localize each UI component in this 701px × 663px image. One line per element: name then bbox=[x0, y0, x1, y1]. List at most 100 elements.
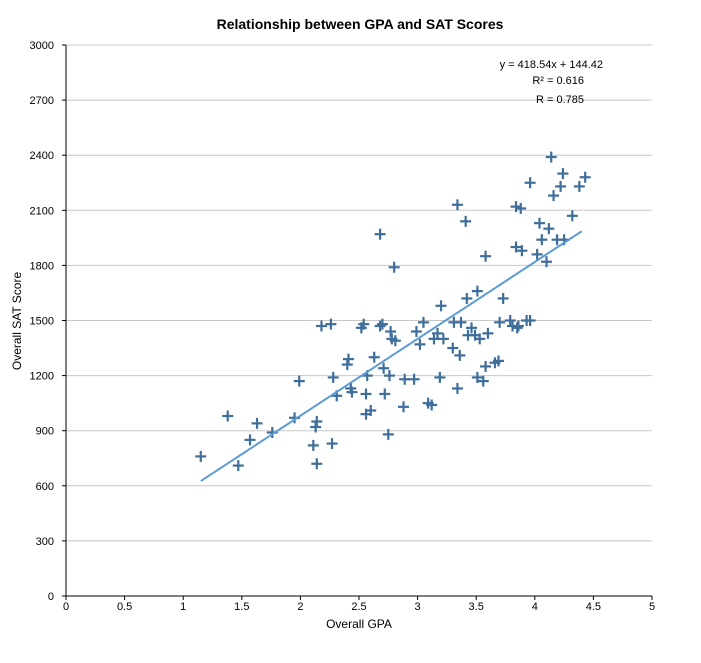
data-point-84 bbox=[524, 315, 536, 326]
data-point-86 bbox=[531, 248, 543, 260]
data-point-35 bbox=[383, 370, 395, 382]
data-point-27 bbox=[365, 404, 377, 416]
y-tick-label: 3000 bbox=[30, 40, 54, 52]
data-point-49 bbox=[432, 327, 444, 339]
chart-title: Relationship between GPA and SAT Scores bbox=[217, 16, 504, 32]
data-point-28 bbox=[368, 351, 380, 363]
data-point-21 bbox=[346, 386, 358, 398]
y-tick-label: 300 bbox=[36, 536, 54, 548]
x-tick-label: 0.5 bbox=[117, 601, 132, 613]
data-point-78 bbox=[510, 241, 522, 253]
y-tick-label: 1200 bbox=[30, 371, 54, 383]
x-axis-label: Overall GPA bbox=[326, 617, 392, 631]
y-tick-label: 1500 bbox=[30, 316, 54, 328]
y-tick-label: 2100 bbox=[30, 205, 54, 217]
data-point-67 bbox=[477, 375, 489, 387]
data-point-75 bbox=[504, 315, 516, 326]
data-point-90 bbox=[543, 223, 555, 235]
data-point-1 bbox=[195, 450, 207, 462]
y-axis-label: Overall SAT Score bbox=[10, 272, 24, 371]
data-point-97 bbox=[566, 210, 578, 222]
y-tick-label: 900 bbox=[36, 426, 54, 438]
data-point-87 bbox=[533, 217, 545, 229]
data-point-39 bbox=[389, 335, 401, 347]
data-point-42 bbox=[408, 373, 420, 385]
data-point-70 bbox=[482, 327, 494, 339]
data-point-24 bbox=[360, 388, 372, 400]
data-point-14 bbox=[325, 318, 337, 330]
data-point-82 bbox=[516, 245, 528, 257]
data-point-36 bbox=[385, 326, 397, 338]
data-point-16 bbox=[327, 371, 339, 383]
data-point-48 bbox=[428, 333, 440, 345]
data-point-53 bbox=[447, 342, 459, 354]
data-point-79 bbox=[511, 322, 523, 334]
data-point-94 bbox=[555, 180, 567, 192]
x-tick-label: 2 bbox=[297, 601, 303, 613]
data-point-69 bbox=[480, 360, 492, 372]
x-tick-label: 5 bbox=[649, 601, 655, 613]
data-point-3 bbox=[232, 460, 244, 472]
data-point-34 bbox=[382, 428, 394, 440]
x-tick-label: 1 bbox=[180, 601, 186, 613]
data-point-57 bbox=[454, 349, 466, 361]
x-tick-label: 0 bbox=[63, 601, 69, 613]
data-point-47 bbox=[426, 399, 438, 411]
data-point-64 bbox=[471, 371, 483, 383]
data-point-23 bbox=[358, 318, 370, 330]
y-axis-ticks: 0 300 600 900 1200 1500 1800 2100 2400 2700 3000 bbox=[30, 40, 66, 603]
data-point-99 bbox=[579, 171, 591, 183]
data-point-32 bbox=[378, 362, 390, 374]
data-point-9 bbox=[307, 439, 319, 451]
data-point-44 bbox=[414, 338, 426, 350]
x-tick-label: 4.5 bbox=[586, 601, 601, 613]
r-label: R = 0.785 bbox=[536, 94, 584, 106]
data-point-89 bbox=[541, 256, 553, 268]
data-point-8 bbox=[293, 375, 305, 387]
data-point-80 bbox=[512, 320, 524, 332]
data-point-91 bbox=[545, 151, 557, 163]
data-point-59 bbox=[460, 215, 472, 227]
trendline bbox=[200, 230, 583, 482]
data-point-31 bbox=[376, 318, 388, 330]
y-tick-label: 2400 bbox=[30, 150, 54, 162]
x-tick-label: 2.5 bbox=[351, 601, 366, 613]
y-tick-label: 2700 bbox=[30, 95, 54, 107]
data-point-29 bbox=[374, 228, 386, 240]
data-point-56 bbox=[451, 382, 463, 394]
data-point-65 bbox=[471, 285, 483, 297]
data-point-81 bbox=[515, 202, 527, 214]
data-point-30 bbox=[374, 320, 386, 332]
data-point-95 bbox=[557, 168, 569, 180]
data-point-74 bbox=[497, 292, 509, 304]
data-point-85 bbox=[524, 177, 536, 189]
data-point-62 bbox=[466, 322, 478, 334]
data-point-11 bbox=[311, 416, 323, 428]
data-point-15 bbox=[326, 438, 338, 450]
data-point-51 bbox=[435, 300, 447, 312]
data-point-50 bbox=[434, 371, 446, 383]
y-tick-label: 1800 bbox=[30, 260, 54, 272]
data-point-98 bbox=[573, 180, 585, 192]
data-points bbox=[195, 151, 591, 472]
data-point-45 bbox=[417, 316, 429, 328]
data-point-38 bbox=[388, 261, 400, 273]
data-point-66 bbox=[474, 333, 486, 345]
data-point-12 bbox=[311, 458, 323, 470]
x-axis-ticks: 0 0.5 1 1.5 2 2.5 3 3.5 4 4.5 5 bbox=[63, 596, 655, 613]
data-point-33 bbox=[379, 388, 391, 400]
data-point-60 bbox=[461, 292, 473, 304]
data-point-58 bbox=[455, 316, 467, 328]
data-point-55 bbox=[451, 199, 463, 211]
x-tick-label: 3 bbox=[415, 601, 421, 613]
y-tick-label: 0 bbox=[48, 591, 54, 603]
gridlines bbox=[66, 44, 652, 542]
x-tick-label: 3.5 bbox=[469, 601, 484, 613]
data-point-13 bbox=[315, 320, 327, 332]
data-point-92 bbox=[548, 190, 560, 202]
y-tick-label: 600 bbox=[36, 481, 54, 493]
x-tick-label: 4 bbox=[532, 601, 538, 613]
data-point-73 bbox=[494, 316, 506, 328]
data-point-43 bbox=[410, 326, 422, 338]
